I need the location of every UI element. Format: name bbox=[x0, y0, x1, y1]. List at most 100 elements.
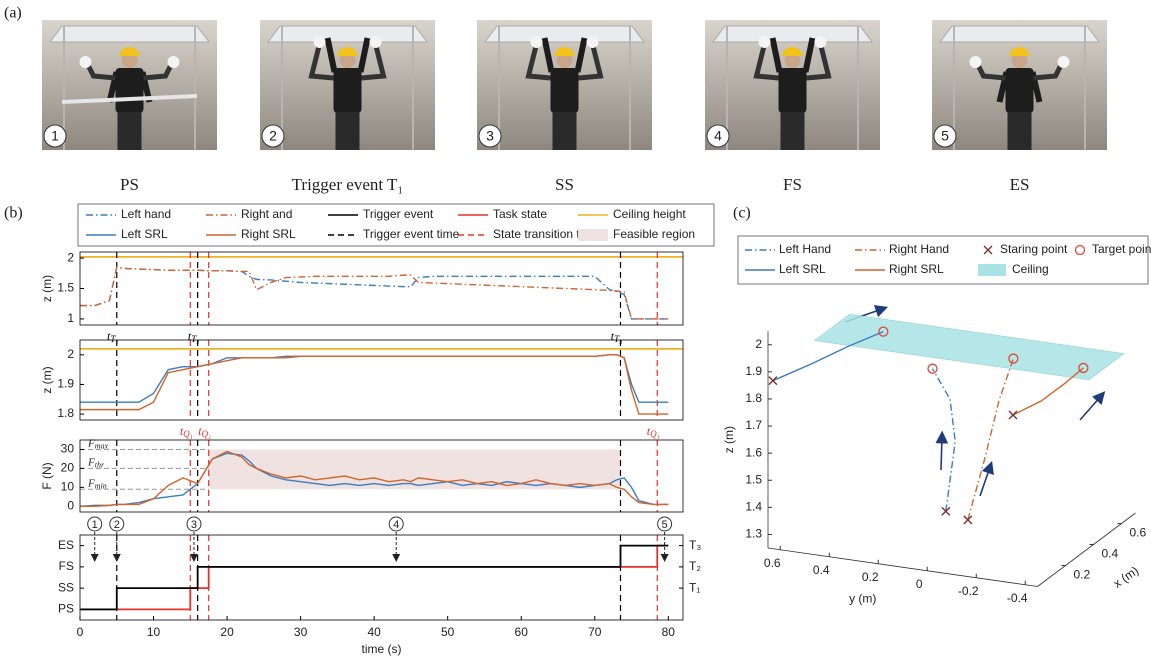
time-marker-symbol: t bbox=[180, 424, 184, 438]
photo-torso bbox=[1005, 68, 1034, 113]
y-tick-label: PS bbox=[58, 602, 74, 616]
z-tick-label: 1.4 bbox=[745, 500, 762, 514]
x-tick-label: 20 bbox=[220, 625, 234, 639]
photo-robot-ball bbox=[1057, 56, 1070, 68]
legend-label: Left SRL bbox=[121, 227, 168, 241]
photo-robot-ball bbox=[586, 36, 599, 48]
photo-robot-arm bbox=[578, 43, 604, 81]
y-tick-label: 2 bbox=[67, 250, 74, 264]
time-marker-label: tQ₃ bbox=[647, 424, 660, 439]
x-tick-label: 50 bbox=[441, 625, 455, 639]
y-axis-label: y (m) bbox=[849, 591, 876, 605]
photo-badge-number: 3 bbox=[486, 128, 494, 144]
y-tick-label: 0 bbox=[916, 577, 923, 591]
photo-badge bbox=[43, 124, 67, 148]
x-tick-label: 0.6 bbox=[1130, 526, 1147, 540]
step-badge bbox=[388, 516, 404, 532]
legend-label: Task state bbox=[493, 207, 547, 221]
time-marker-symbol: t bbox=[188, 329, 192, 343]
time-marker-label: tT₂ bbox=[188, 329, 199, 344]
plot-frame bbox=[79, 439, 684, 513]
photo-robot-ball bbox=[530, 36, 543, 48]
legend-swatch bbox=[978, 264, 1006, 276]
y-axis-label: F (N) bbox=[40, 462, 54, 489]
data-line bbox=[80, 354, 669, 415]
trajectory bbox=[1012, 367, 1084, 416]
data-line bbox=[80, 266, 669, 320]
plot-area bbox=[80, 535, 683, 620]
y-tick-label: 1 bbox=[67, 311, 74, 325]
time-marker-subscript: Q₁ bbox=[183, 429, 193, 439]
data-line bbox=[80, 450, 669, 508]
feasible-region bbox=[208, 449, 621, 490]
photo-robot-ball bbox=[79, 56, 92, 68]
photo-helmet bbox=[782, 47, 803, 56]
y-axis bbox=[767, 547, 1038, 587]
threshold-label: Fthr bbox=[87, 456, 105, 469]
trajectory bbox=[772, 330, 884, 382]
state-step-line bbox=[80, 544, 669, 611]
photo-badge-number: 1 bbox=[51, 128, 59, 144]
photo-badge bbox=[261, 124, 285, 148]
panel-label: (c) bbox=[733, 205, 751, 222]
photo-helmet bbox=[337, 47, 358, 56]
legend-label: Trigger event bbox=[363, 207, 434, 221]
x-tick-label: 70 bbox=[588, 625, 602, 639]
y-tick-label: FS bbox=[59, 559, 74, 573]
step-badge-number: 5 bbox=[662, 519, 668, 531]
photo: 1 bbox=[42, 20, 217, 150]
legend-swatch bbox=[983, 245, 993, 255]
x-tick-label: 0 bbox=[77, 625, 84, 639]
time-marker-label: tQ₂ bbox=[198, 424, 211, 439]
legend-label: Left Hand bbox=[779, 242, 831, 256]
plot-area bbox=[80, 340, 683, 420]
plot-frame bbox=[79, 251, 684, 326]
y2-tick-label: T₁ bbox=[689, 580, 700, 594]
threshold-symbol: F bbox=[87, 456, 95, 468]
time-marker-label: tT₃ bbox=[611, 329, 622, 344]
time-marker-symbol: t bbox=[198, 424, 202, 438]
legend-label: Right SRL bbox=[241, 227, 296, 241]
photo-ceiling-panel bbox=[484, 25, 645, 43]
legend-label: Staring point bbox=[1000, 242, 1068, 256]
photo-badge bbox=[933, 124, 957, 148]
x-tick-label: 0.2 bbox=[1074, 568, 1091, 582]
threshold-subscript: max bbox=[95, 441, 109, 450]
photo-robot-arm bbox=[1033, 62, 1064, 81]
z-tick-label: 1.3 bbox=[745, 527, 762, 541]
target-point bbox=[1078, 362, 1089, 374]
start-point bbox=[941, 506, 951, 516]
photo: 2 bbox=[260, 20, 435, 150]
threshold-label: Fmax bbox=[87, 437, 109, 450]
y-tick-label: -0.2 bbox=[958, 584, 979, 598]
photo-caption: Trigger event T₁ bbox=[292, 175, 404, 194]
y-tick-label: SS bbox=[58, 580, 74, 594]
photo-torso bbox=[115, 68, 144, 113]
photo-torso bbox=[333, 68, 362, 113]
legend-label: Ceiling height bbox=[613, 207, 686, 221]
legend-label: Right Hand bbox=[889, 242, 949, 256]
photo-caption: PS bbox=[120, 175, 139, 194]
legend-swatch bbox=[578, 229, 608, 241]
photo-robot-arm bbox=[143, 62, 174, 81]
x-tick-label: 0.4 bbox=[1102, 547, 1119, 561]
y-tick-label: 0.4 bbox=[813, 563, 830, 577]
z-tick-label: 1.6 bbox=[745, 445, 762, 459]
legend-label: Right and bbox=[241, 207, 292, 221]
photo-ceiling-panel bbox=[712, 25, 873, 43]
time-marker-label: tQ₁ bbox=[180, 424, 193, 439]
photo-ceiling-panel bbox=[267, 25, 428, 43]
threshold-symbol: F bbox=[87, 477, 95, 489]
time-marker-symbol: t bbox=[647, 424, 651, 438]
photo-arms bbox=[769, 37, 816, 73]
y2-tick-label: T₃ bbox=[689, 538, 701, 552]
y-tick-label: ES bbox=[58, 538, 74, 552]
photo-badge bbox=[706, 124, 730, 148]
direction-arrow bbox=[935, 430, 949, 471]
step-badge bbox=[87, 516, 103, 532]
time-marker-subscript: T₁ bbox=[110, 334, 118, 344]
y-tick-label: 20 bbox=[61, 461, 75, 475]
z-tick-label: 1.9 bbox=[745, 364, 762, 378]
